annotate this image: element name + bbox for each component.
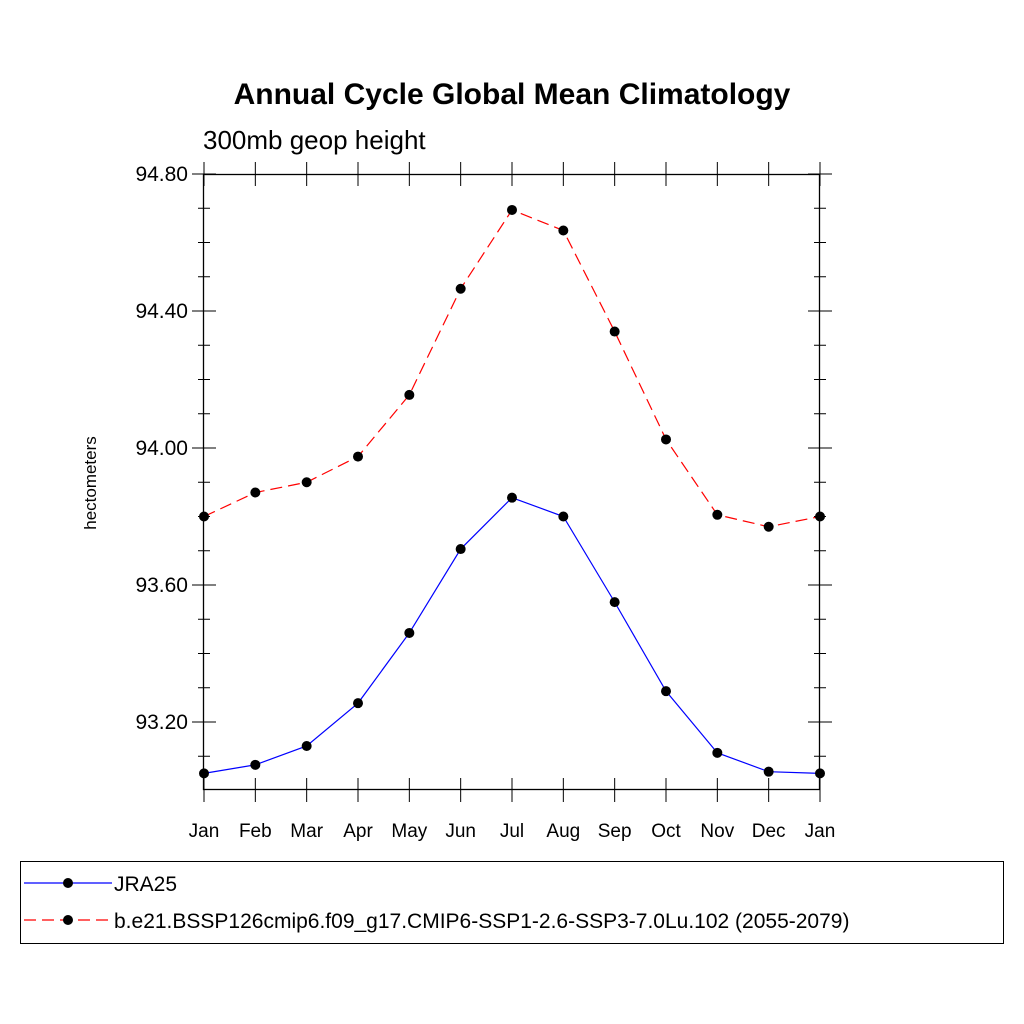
x-tick-label: Feb: [239, 821, 272, 842]
x-tick-label: May: [391, 821, 427, 842]
legend-label-1: JRA25: [114, 873, 177, 896]
legend-label-2: b.e21.BSSP126cmip6.f09_g17.CMIP6-SSP1-2.…: [114, 910, 849, 933]
x-tick-label: Aug: [546, 821, 580, 842]
y-tick-label: 94.40: [135, 300, 188, 323]
legend-marker-2: [63, 915, 73, 925]
axis-ticks: [192, 162, 832, 802]
x-tick-label: Sep: [598, 821, 632, 842]
series-1-point: [661, 686, 671, 697]
series-2-point: [301, 477, 312, 488]
series-2-point: [353, 451, 363, 462]
chart-title: Annual Cycle Global Mean Climatology: [234, 78, 791, 111]
series-2-point: [250, 487, 261, 498]
series-2-point: [199, 511, 209, 522]
y-tick-label: 94.00: [135, 437, 188, 460]
x-tick-label: Nov: [700, 821, 734, 842]
series-2-point: [609, 326, 620, 337]
series-line-2: [203, 209, 821, 528]
series-line-1: [203, 496, 821, 774]
x-tick-label: Jun: [445, 821, 476, 842]
y-tick-label: 94.80: [135, 163, 188, 186]
series-1-point: [558, 511, 569, 522]
series-1-point: [815, 768, 825, 779]
series-2-point: [558, 225, 569, 236]
legend-marker-1: [63, 878, 73, 888]
x-tick-label: Jan: [189, 821, 220, 842]
series-1-point: [507, 492, 517, 503]
x-tick-label: Jan: [805, 821, 836, 842]
x-tick-label: Oct: [651, 821, 681, 842]
legend: [20, 861, 1004, 944]
series-2-point: [712, 509, 723, 520]
legend-items: JRA25 b.e21.BSSP126cmip6.f09_g17.CMIP6-SS…: [24, 873, 849, 933]
series-1-point: [455, 544, 466, 555]
series-1-point: [199, 768, 209, 779]
series-2-point: [763, 521, 774, 532]
series-1-point: [301, 740, 312, 751]
series-1-point: [609, 597, 620, 608]
x-tick-labels: Jan Feb Mar Apr May Jun Jul Aug Sep Oct Nov Dec Jan: [189, 821, 836, 842]
y-tick-label: 93.20: [135, 711, 188, 734]
series-2-point: [404, 389, 415, 400]
series-2-point: [455, 283, 466, 294]
plot-frame: [202, 173, 821, 791]
x-tick-label: Dec: [752, 821, 786, 842]
y-tick-labels: 93.20 93.60 94.00 94.40 94.80: [135, 163, 188, 734]
x-tick-label: Jul: [500, 821, 524, 842]
series-1-point: [712, 747, 723, 758]
x-tick-label: Apr: [343, 821, 373, 842]
y-tick-label: 93.60: [135, 574, 188, 597]
series-2-point: [507, 204, 517, 215]
series-1-point: [763, 766, 774, 777]
series-2-point: [815, 511, 825, 522]
series-1-point: [250, 759, 261, 770]
y-axis-label: hectometers: [81, 436, 100, 530]
series-layer: [199, 204, 825, 779]
x-tick-label: Mar: [290, 821, 323, 842]
chart-subtitle: 300mb geop height: [203, 125, 426, 155]
series-1-point: [353, 698, 363, 709]
series-2-point: [661, 434, 671, 445]
series-1-point: [404, 627, 415, 638]
